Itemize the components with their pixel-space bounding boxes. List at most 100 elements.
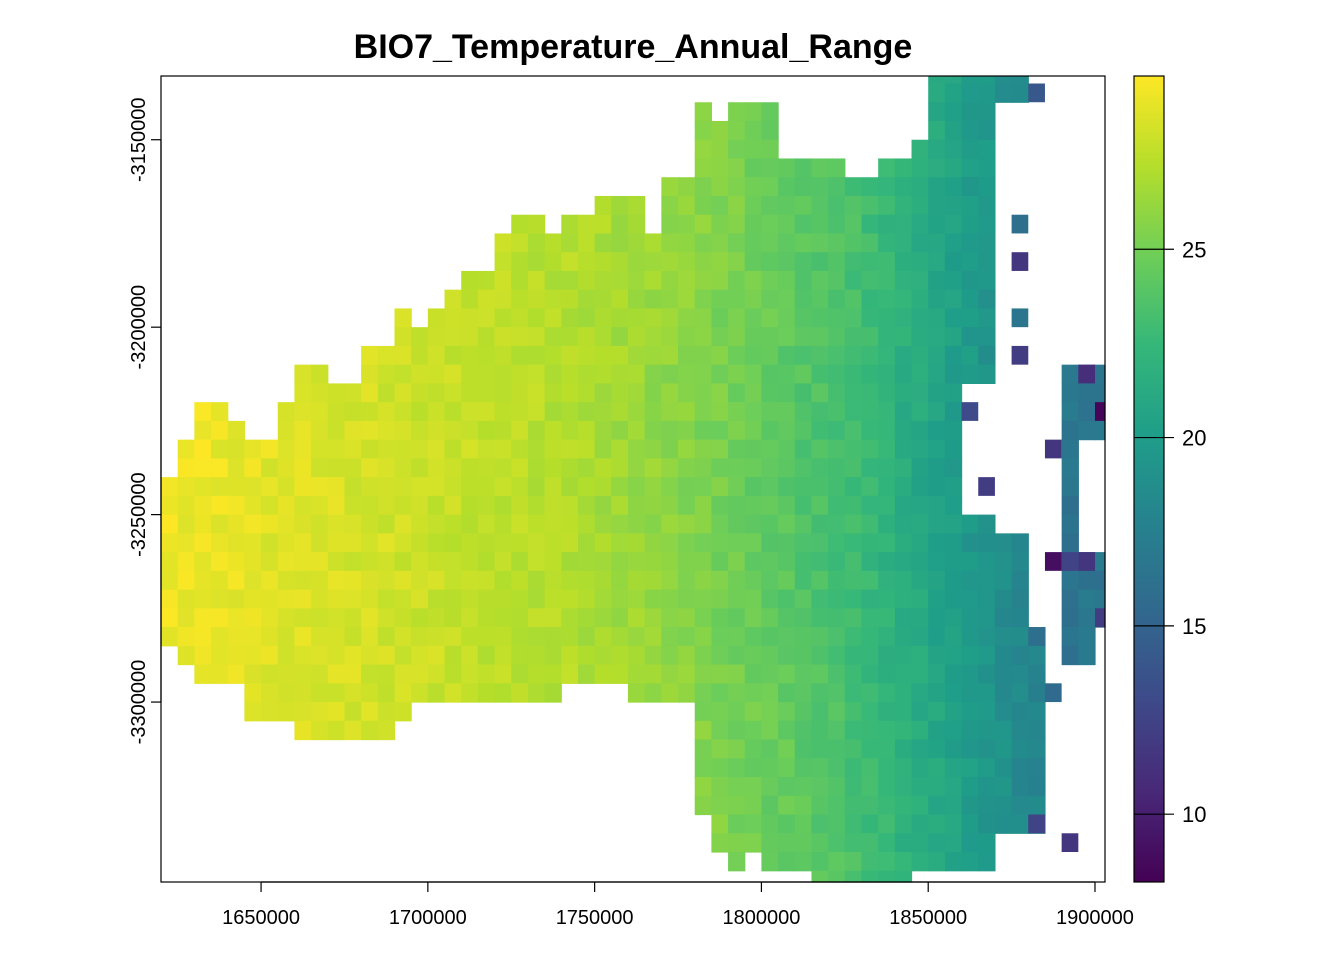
- raster-cell: [427, 645, 446, 666]
- raster-cell: [327, 402, 346, 422]
- raster-cell: [911, 664, 929, 684]
- raster-cell: [261, 495, 279, 516]
- raster-cell: [411, 458, 429, 478]
- raster-cell: [544, 270, 562, 291]
- raster-cell: [911, 720, 929, 741]
- raster-cell: [361, 683, 379, 703]
- raster-cell: [1028, 795, 1046, 816]
- raster-cell: [294, 702, 312, 722]
- raster-cell: [544, 402, 562, 422]
- raster-cell: [477, 514, 496, 534]
- raster-cell: [961, 252, 979, 272]
- raster-cell: [911, 477, 929, 497]
- raster-cell: [611, 289, 629, 310]
- raster-cell: [878, 420, 896, 441]
- raster-cell: [644, 402, 662, 422]
- raster-cell: [778, 195, 796, 216]
- raster-cell: [728, 345, 746, 366]
- raster-cell: [878, 702, 896, 722]
- raster-cell: [344, 683, 362, 703]
- raster-cell: [594, 458, 612, 478]
- raster-cell: [811, 345, 829, 366]
- raster-cell: [961, 233, 979, 253]
- raster-cell: [678, 495, 696, 516]
- raster-cell: [477, 589, 496, 609]
- raster-cell: [678, 589, 696, 609]
- raster-cell: [361, 720, 379, 741]
- raster-cell: [994, 758, 1013, 778]
- raster-cell: [961, 645, 979, 666]
- raster-cell: [761, 383, 779, 403]
- raster-cell-coastal: [1011, 345, 1029, 365]
- raster-cell: [261, 645, 279, 666]
- raster-cell: [844, 477, 863, 497]
- raster-cell: [844, 552, 863, 572]
- raster-cell: [994, 83, 1013, 103]
- raster-cell: [894, 870, 913, 883]
- raster-cell: [177, 439, 195, 459]
- raster-cell: [994, 683, 1013, 703]
- raster-cell: [427, 683, 446, 703]
- raster-cell: [561, 495, 579, 516]
- raster-cell: [644, 495, 662, 516]
- raster-cell: [394, 345, 412, 366]
- raster-cell: [411, 608, 429, 628]
- raster-cell: [878, 289, 896, 310]
- raster-cell: [761, 420, 779, 441]
- raster-cell: [411, 589, 429, 609]
- raster-cell: [261, 552, 279, 572]
- raster-cell: [844, 645, 863, 666]
- raster-cell: [611, 477, 629, 497]
- raster-cell: [661, 439, 679, 459]
- raster-cell: [744, 252, 763, 272]
- raster-cell: [461, 383, 479, 403]
- raster-cell: [811, 552, 829, 572]
- raster-cell: [844, 327, 863, 347]
- raster-cell: [311, 383, 329, 403]
- raster-cell: [844, 439, 863, 459]
- raster-cell: [461, 402, 479, 422]
- raster-cell: [644, 477, 662, 497]
- raster-cell: [928, 345, 946, 366]
- raster-cell: [211, 477, 229, 497]
- raster-cell: [794, 402, 813, 422]
- raster-cell: [661, 364, 679, 384]
- raster-cell: [611, 308, 629, 328]
- raster-cell: [761, 402, 779, 422]
- raster-cell: [811, 233, 829, 253]
- raster-cell: [911, 327, 929, 347]
- raster-cell: [844, 795, 863, 816]
- raster-cell: [694, 495, 712, 516]
- raster-cell: [211, 533, 229, 553]
- raster-cell: [761, 158, 779, 178]
- raster-cell: [844, 270, 863, 291]
- raster-cell: [661, 458, 679, 478]
- raster-cell: [461, 533, 479, 553]
- raster-cell: [928, 195, 946, 216]
- raster-cell: [928, 833, 946, 853]
- raster-cell: [978, 270, 996, 291]
- raster-cell: [311, 420, 329, 441]
- raster-cell: [694, 308, 712, 328]
- raster-cell: [177, 514, 195, 534]
- raster-cell: [678, 439, 696, 459]
- raster-cell: [461, 289, 479, 310]
- raster-cell: [711, 795, 729, 816]
- colorbar-tick-label: 25: [1182, 237, 1206, 262]
- raster-cell: [744, 795, 763, 816]
- raster-cell: [911, 814, 929, 834]
- raster-cell: [928, 777, 946, 797]
- raster-cell: [944, 252, 963, 272]
- raster-cell: [544, 383, 562, 403]
- raster-cell: [644, 458, 662, 478]
- raster-cell: [411, 514, 429, 534]
- raster-cell: [844, 608, 863, 628]
- raster-cell: [744, 308, 763, 328]
- raster-cell: [611, 570, 629, 591]
- raster-cell: [294, 533, 312, 553]
- raster-cell: [744, 364, 763, 384]
- raster-cell: [594, 289, 612, 310]
- raster-cell: [577, 364, 596, 384]
- raster-cell: [361, 702, 379, 722]
- raster-cell: [361, 514, 379, 534]
